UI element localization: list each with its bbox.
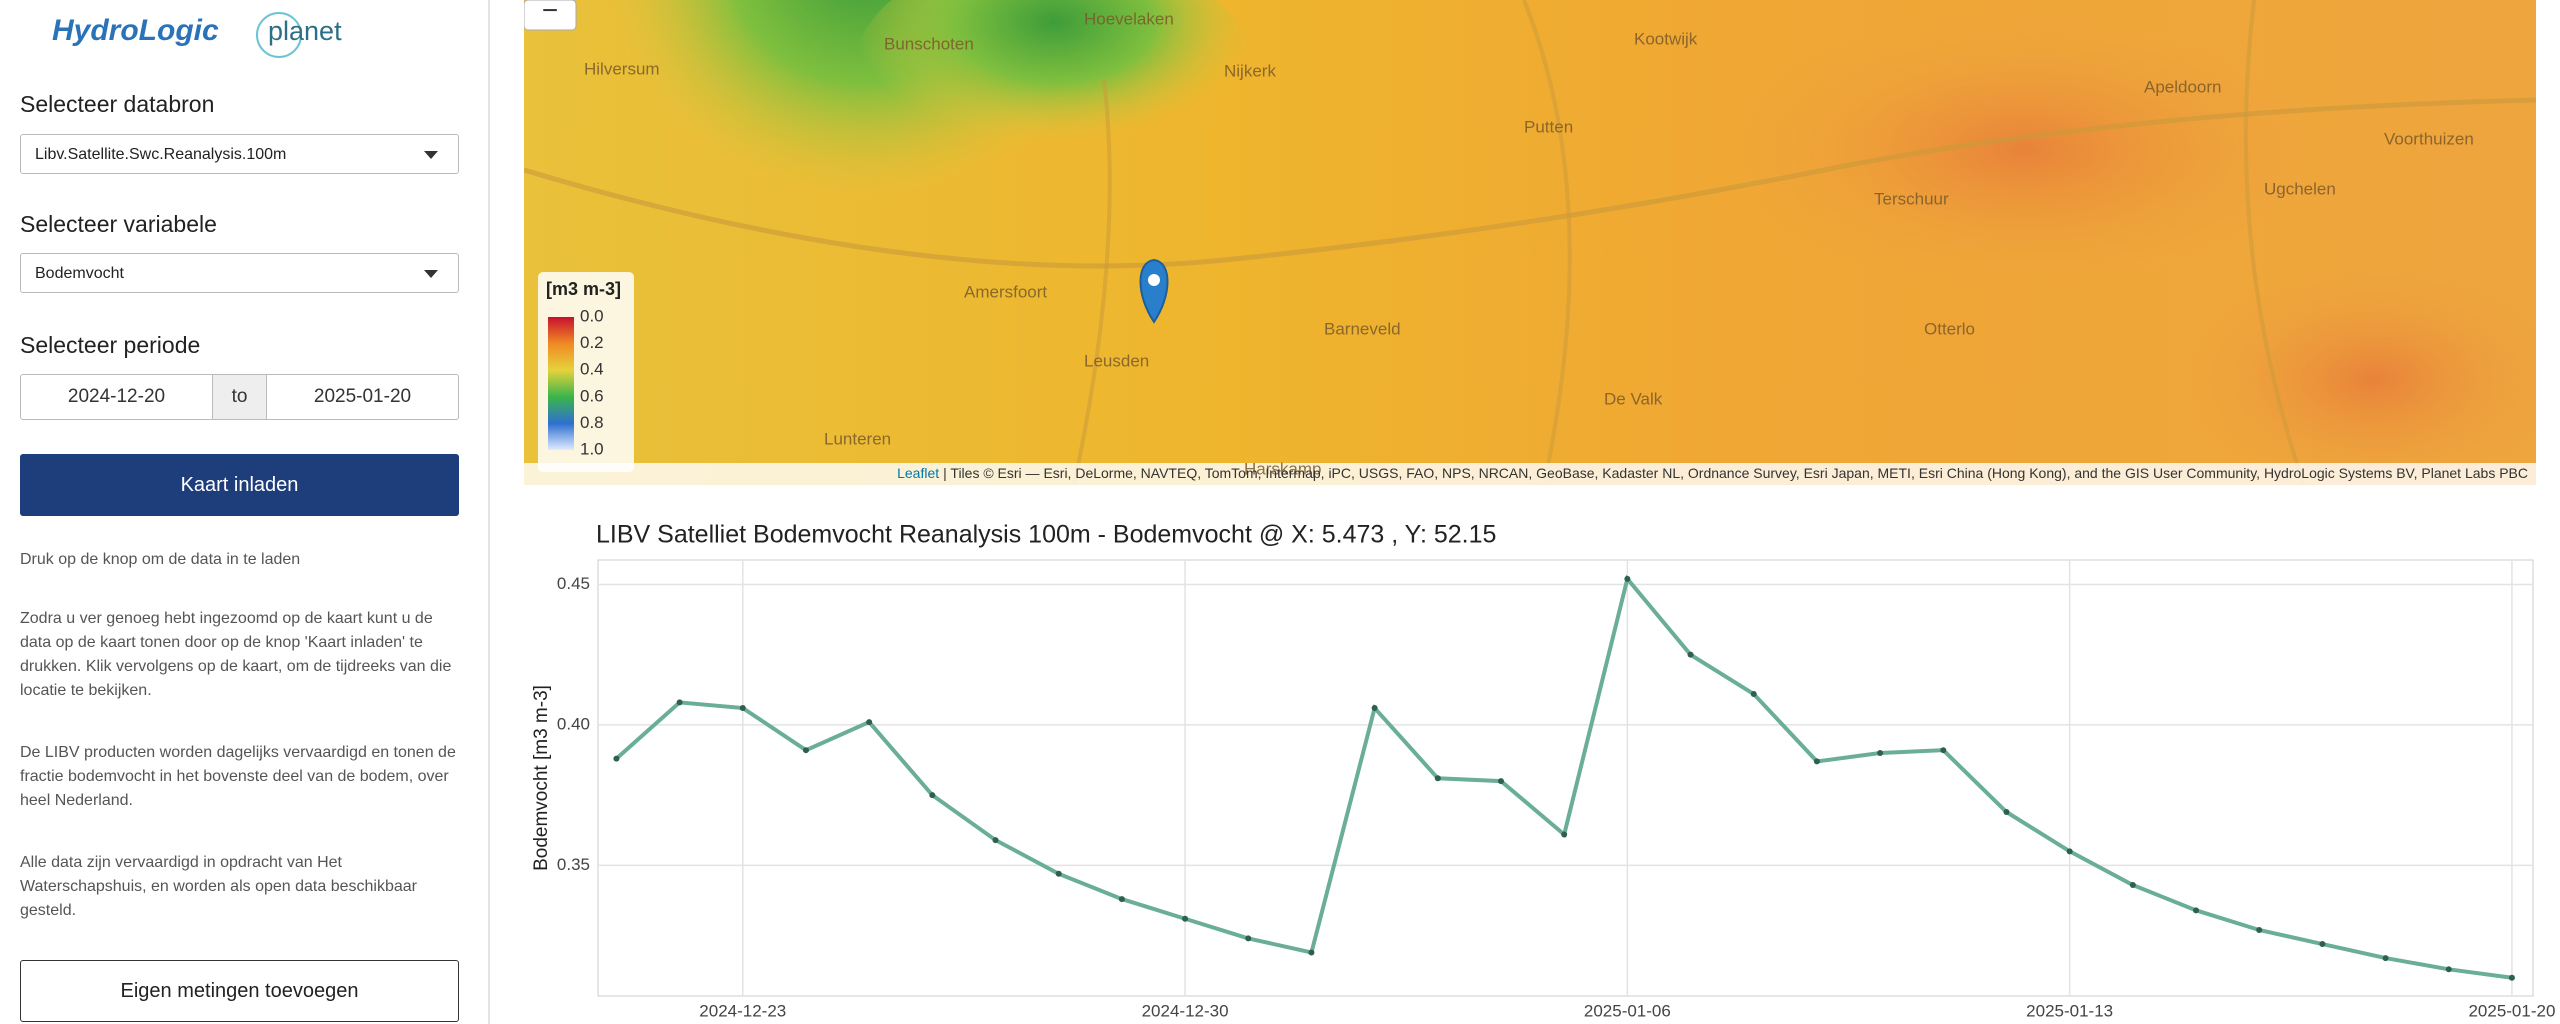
- place-label: Kootwijk: [1634, 29, 1698, 48]
- x-tick-label: 2024-12-30: [1142, 1001, 1229, 1020]
- place-label: Amersfoort: [964, 282, 1047, 301]
- y-tick-label: 0.45: [557, 574, 590, 593]
- paragraph: De LIBV producten worden dagelijks verva…: [20, 744, 456, 809]
- y-tick-label: 0.40: [557, 714, 590, 733]
- data-point: [1940, 747, 1947, 754]
- legend-label: 0.2: [580, 333, 604, 352]
- data-point: [739, 705, 746, 712]
- legend-label: 0.8: [580, 413, 604, 432]
- place-label: Apeldoorn: [2144, 77, 2222, 96]
- place-label: Voorthuizen: [2384, 129, 2474, 148]
- data-point: [1434, 775, 1441, 782]
- x-tick-label: 2025-01-13: [2026, 1001, 2113, 1020]
- plot-area: [597, 559, 2534, 997]
- add-button[interactable]: Eigen metingen toevoegen: [20, 960, 459, 1022]
- legend-label: 0.6: [580, 386, 604, 405]
- logo-hydrologic: HydroLogic: [52, 14, 219, 47]
- paragraph: Zodra u ver genoeg hebt ingezoomd op de …: [20, 610, 452, 699]
- data-point: [2445, 966, 2452, 973]
- map-layer: − [m3 m-3] Hilversum Nijkerk Bunschoten Ame…: [524, 0, 2536, 485]
- place-label: Terschuur: [1874, 189, 1949, 208]
- data-point: [2319, 941, 2326, 948]
- place-label: Ugchelen: [2264, 179, 2336, 198]
- legend-label: 0.4: [580, 360, 604, 379]
- data-point: [2382, 955, 2389, 962]
- place-label: Barneveld: [1324, 319, 1401, 338]
- y-axis-label: Bodemvocht [m3 m-3]: [531, 685, 552, 871]
- data-point: [1877, 749, 1884, 756]
- data-point: [1813, 758, 1820, 765]
- select-variabele[interactable]: Bodemvocht: [20, 253, 459, 293]
- data-point: [2508, 974, 2515, 981]
- x-tick-label: 2025-01-06: [1584, 1001, 1671, 1020]
- end-date[interactable]: 2025-01-20: [266, 374, 459, 420]
- attribution-link[interactable]: Leaflet: [897, 465, 939, 481]
- sidebar: HydroLogic planet Selecteer databron Lib…: [0, 0, 490, 1024]
- place-label: Leusden: [1084, 351, 1149, 370]
- legend-label: 1.0: [580, 439, 604, 458]
- data-point: [2066, 848, 2073, 855]
- data-point: [1118, 896, 1125, 903]
- data-point: [1498, 778, 1504, 785]
- map[interactable]: − [m3 m-3] Hilversum Nijkerk Bunschoten Ame…: [524, 0, 2536, 485]
- to-label: to: [212, 374, 267, 420]
- chart-title: LIBV Satelliet Bodemvocht Reanalysis 100…: [596, 521, 1496, 549]
- place-label: Nijkerk: [1224, 61, 1276, 80]
- place-label: Bunschoten: [884, 34, 974, 53]
- data-point: [929, 792, 936, 799]
- data-point: [1371, 705, 1378, 712]
- paragraph: Alle data zijn vervaardigd in opdracht v…: [20, 854, 417, 919]
- legend-label: 0.0: [580, 306, 604, 325]
- place-label: De Valk: [1604, 389, 1663, 408]
- y-tick-label: 0.35: [557, 855, 590, 874]
- place-label: Putten: [1524, 117, 1573, 136]
- data-point: [2129, 882, 2136, 889]
- select-databron[interactable]: Libv.Satellite.Swc.Reanalysis.100m: [20, 134, 459, 174]
- data-point: [2256, 926, 2263, 933]
- place-label: Otterlo: [1924, 319, 1975, 338]
- attribution: Leaflet | Tiles © Esri — Esri, DeLorme, N…: [897, 465, 2528, 481]
- attribution-text: | Tiles © Esri — Esri, DeLorme, NAVTEQ, …: [943, 465, 2528, 481]
- load-button[interactable]: Kaart inladen: [20, 454, 459, 516]
- data-point: [676, 699, 683, 706]
- data-point: [1182, 915, 1189, 922]
- label: Selecteer variabele: [20, 211, 217, 237]
- data-point: [1055, 870, 1062, 877]
- data-point: [613, 755, 620, 762]
- data-point: [992, 837, 999, 844]
- data-point: [2193, 907, 2200, 914]
- x-tick-label: 2024-12-23: [699, 1001, 786, 1020]
- data-point: [1687, 651, 1694, 658]
- logo-planet: planet: [268, 16, 342, 46]
- data-point: [2003, 808, 2010, 815]
- data-point: [1245, 935, 1252, 942]
- data-point: [1561, 831, 1568, 838]
- zoom-out[interactable]: −: [542, 0, 558, 25]
- legend-title: [m3 m-3]: [546, 279, 621, 299]
- hint: Druk op de knop om de data in te laden: [20, 551, 301, 568]
- data-point: [1624, 575, 1631, 582]
- data-point: [1750, 691, 1757, 698]
- place-label: Hilversum: [584, 59, 660, 78]
- data-point: [1308, 949, 1315, 956]
- data-point: [866, 719, 873, 726]
- place-label: Harskamp: [1244, 459, 1321, 478]
- place-label: Hoevelaken: [1084, 9, 1174, 28]
- label: Selecteer periode: [20, 332, 201, 358]
- x-tick-label: 2025-01-20: [2468, 1001, 2555, 1020]
- data-point: [802, 747, 809, 754]
- place-label: Lunteren: [824, 429, 891, 448]
- label: Selecteer databron: [20, 91, 215, 117]
